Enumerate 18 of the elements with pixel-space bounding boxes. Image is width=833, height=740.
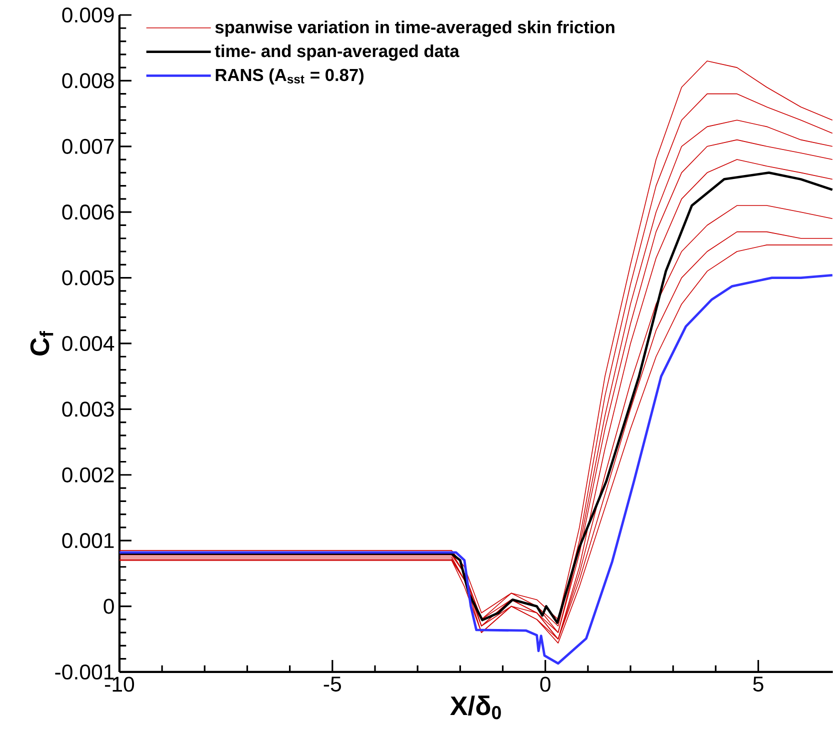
y-tick-label: 0.003 [62,402,114,417]
x-tick-label: -5 [324,676,341,692]
x-tick-label: 5 [753,676,764,692]
x-tick-label: 0 [540,676,550,692]
y-tick-label: 0.006 [62,204,114,220]
legend-label: spanwise variation in time-averaged skin friction [215,20,614,37]
y-axis-title: C$_{f}$ [30,331,54,356]
y-tick-label: 0.008 [62,73,114,88]
y-tick-label: 0.002 [62,467,114,482]
y-tick-label: 0.004 [62,336,114,352]
legend-label: RANS (A$_{sst}$ = 0.87) [216,68,364,85]
y-tick-label: 0 [104,598,114,614]
y-tick-label: 0.009 [62,7,114,23]
y-tick-label: 0.005 [62,270,114,286]
y-tick-label: 0.007 [62,138,114,154]
y-tick-label: 0.001 [62,533,114,548]
x-axis-title: X/δ$_{0}$ [450,696,501,720]
legend-label: time- and span-averaged data [214,44,460,61]
